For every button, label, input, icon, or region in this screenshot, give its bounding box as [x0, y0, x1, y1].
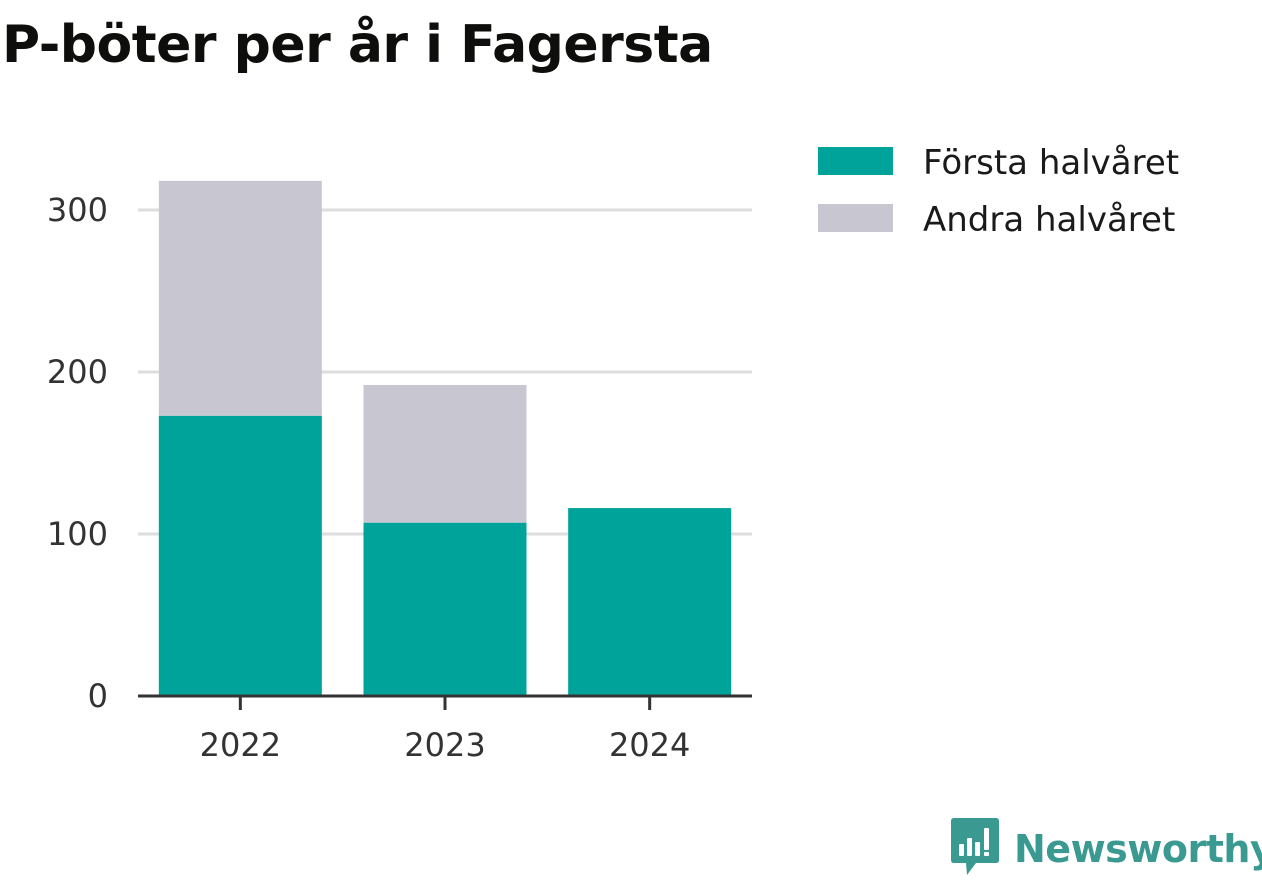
legend: Första halvåret Andra halvåret: [818, 143, 1179, 240]
y-tick-label: 200: [47, 353, 108, 391]
y-tick-label: 300: [47, 191, 108, 229]
brand-logo: Newsworthy: [950, 818, 1262, 880]
x-tick-label: 2022: [200, 726, 281, 764]
bar-2024-series-1: [568, 508, 732, 696]
brand-name: Newsworthy: [1014, 827, 1262, 871]
legend-swatch: [818, 204, 893, 232]
bar-2023-series-2: [363, 384, 527, 523]
newsworthy-logo-icon: [950, 816, 1000, 882]
legend-label: Första halvåret: [923, 143, 1179, 183]
bar-2022-series-1: [158, 415, 322, 696]
x-tick-label: 2024: [609, 726, 690, 764]
legend-swatch: [818, 147, 893, 175]
axes: 0 100 200 300 2022 2023 2024: [47, 191, 752, 764]
y-tick-label: 100: [47, 515, 108, 553]
chart-title: P-böter per år i Fagersta: [2, 15, 713, 75]
bar-2022-series-2: [158, 180, 322, 416]
bar-2023-series-1: [363, 522, 527, 696]
legend-label: Andra halvåret: [923, 200, 1175, 240]
y-tick-label: 0: [88, 677, 108, 715]
x-tick-label: 2023: [404, 726, 485, 764]
bars: [158, 180, 732, 696]
